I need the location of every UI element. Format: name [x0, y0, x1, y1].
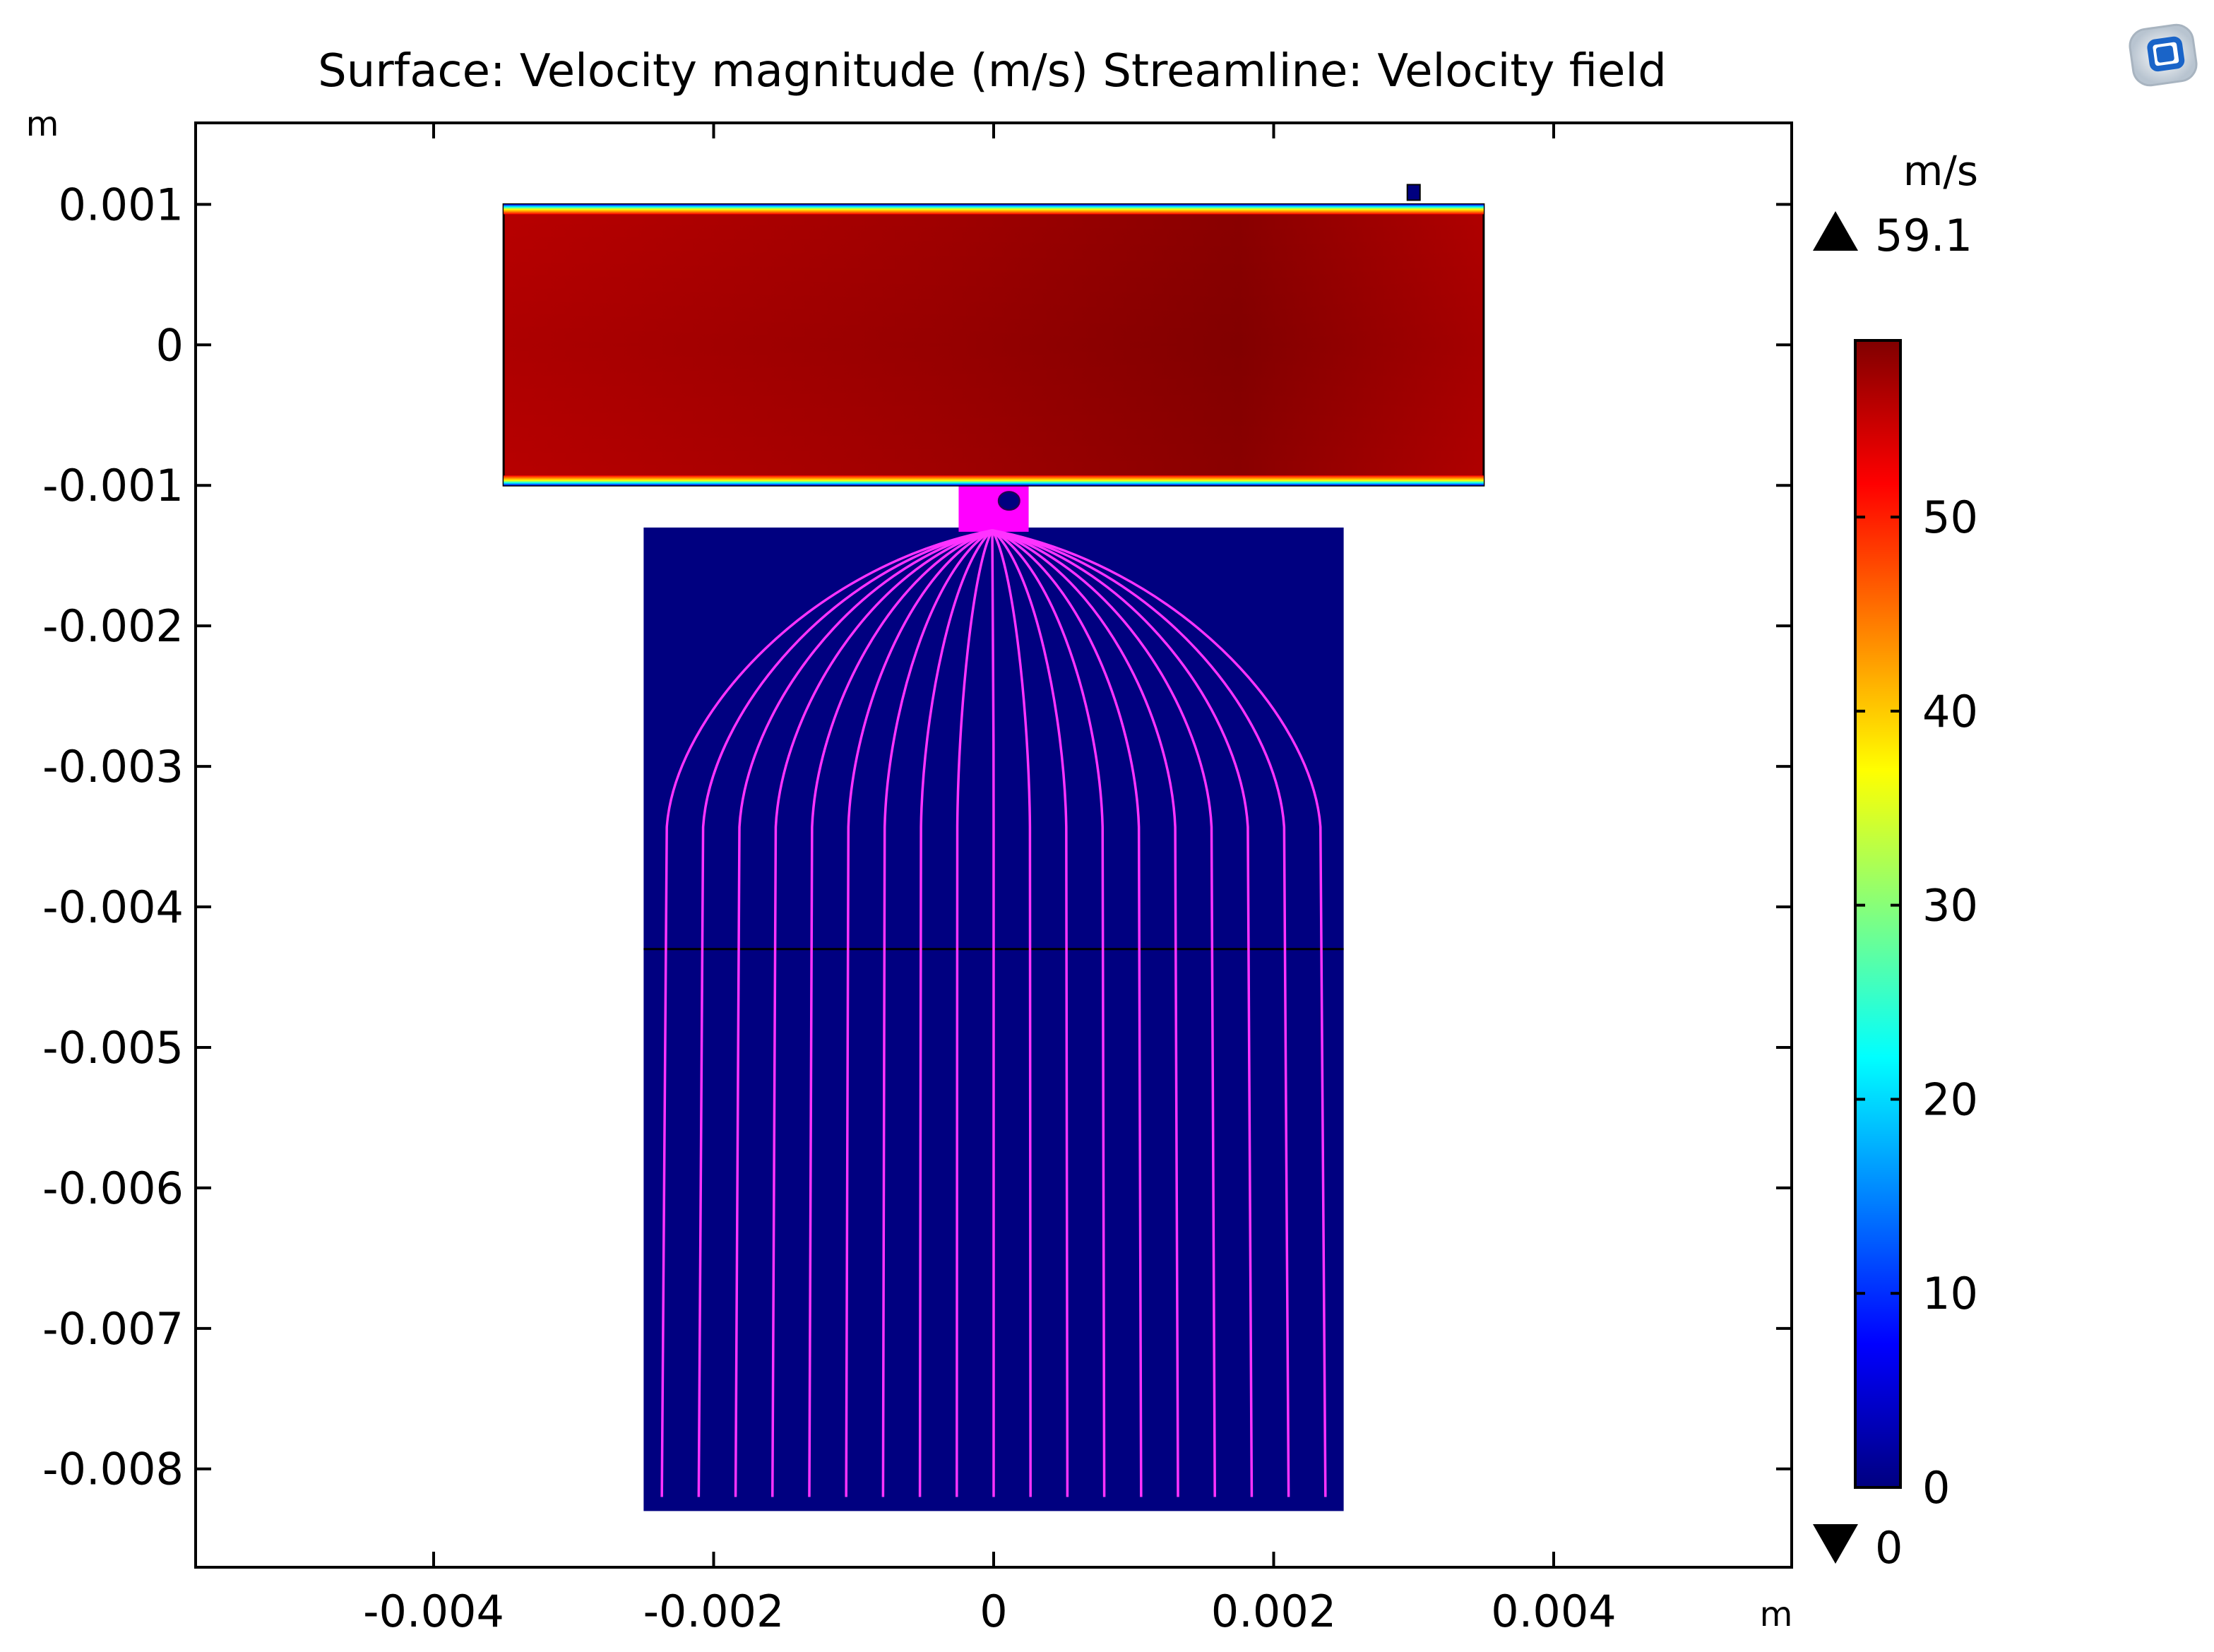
streamline [992, 529, 1327, 1497]
colorbar-tick-label: 40 [1922, 686, 1978, 737]
streamline [991, 530, 995, 1497]
comsol-app-icon[interactable] [2128, 23, 2198, 88]
plot-domains [502, 184, 1485, 1511]
y-axis-ticks: 0.001 0 -0.001 -0.002 -0.003 -0.004 -0.005 -0.0… [42, 179, 1792, 1495]
y-tick-label: -0.006 [42, 1163, 184, 1214]
colorbar-max-triangle-icon [1813, 211, 1858, 251]
nozzle-region [958, 485, 1029, 532]
colorbar-ticks: 0 10 20 30 40 50 [1855, 492, 1978, 1514]
streamline [956, 530, 994, 1497]
colorbar-tick-label: 20 [1922, 1074, 1978, 1125]
streamline [991, 530, 1032, 1497]
streamline [808, 529, 993, 1497]
streamline [992, 529, 1106, 1497]
streamline [991, 529, 1069, 1497]
y-tick-label: 0 [156, 319, 184, 371]
y-tick-label: -0.007 [42, 1303, 184, 1355]
colorbar-tick-label: 10 [1922, 1268, 1978, 1319]
streamline [771, 529, 993, 1497]
colorbar-min-triangle-icon [1813, 1524, 1858, 1564]
x-tick-label: 0 [980, 1586, 1007, 1637]
colorbar-unit-label: m/s [1903, 147, 1978, 195]
colorbar-tick-label: 30 [1922, 880, 1978, 932]
streamline [734, 529, 993, 1497]
colorbar-gradient [1854, 339, 1902, 1489]
x-axis-ticks: -0.004 -0.002 0 0.002 0.004 [363, 123, 1617, 1637]
streamline [992, 529, 1179, 1497]
streamline [697, 529, 993, 1497]
streamline [992, 529, 1216, 1497]
y-axis-unit-label: m [26, 105, 59, 144]
y-tick-label: -0.008 [42, 1444, 184, 1495]
x-tick-label: -0.002 [643, 1586, 785, 1637]
streamline [992, 529, 1254, 1497]
colorbar: m/s 59.1 0 10 20 30 40 50 0 [1813, 147, 1978, 1574]
y-tick-label: -0.003 [42, 741, 184, 792]
x-tick-label: -0.004 [363, 1586, 504, 1637]
streamline [845, 529, 993, 1497]
x-axis-unit-label: m [1760, 1595, 1793, 1634]
streamlines-group [660, 529, 1327, 1497]
streamline [660, 529, 993, 1497]
colorbar-tick-label: 0 [1922, 1462, 1950, 1514]
nozzle-vortex-marker [997, 491, 1020, 511]
y-tick-label: -0.004 [42, 881, 184, 933]
y-tick-label: -0.001 [42, 460, 184, 511]
probe-marker [1406, 184, 1421, 201]
colorbar-tick-label: 50 [1922, 492, 1978, 543]
chart-title: Surface: Velocity magnitude (m/s) Stream… [318, 45, 1667, 97]
upper-channel-shading [504, 204, 1484, 486]
upper-channel-bottom-boundary-layer [504, 475, 1484, 486]
streamline [992, 529, 1290, 1497]
y-tick-label: -0.002 [42, 600, 184, 652]
colorbar-max-label: 59.1 [1875, 210, 1972, 261]
colorbar-min-label: 0 [1875, 1522, 1903, 1574]
streamline [992, 529, 1143, 1497]
y-tick-label: -0.005 [42, 1022, 184, 1074]
y-tick-label: 0.001 [59, 179, 184, 230]
streamline [881, 529, 993, 1497]
upper-channel-top-boundary-layer [504, 204, 1484, 215]
x-tick-label: 0.002 [1211, 1586, 1337, 1637]
x-tick-label: 0.004 [1491, 1586, 1617, 1637]
streamline [918, 529, 994, 1497]
